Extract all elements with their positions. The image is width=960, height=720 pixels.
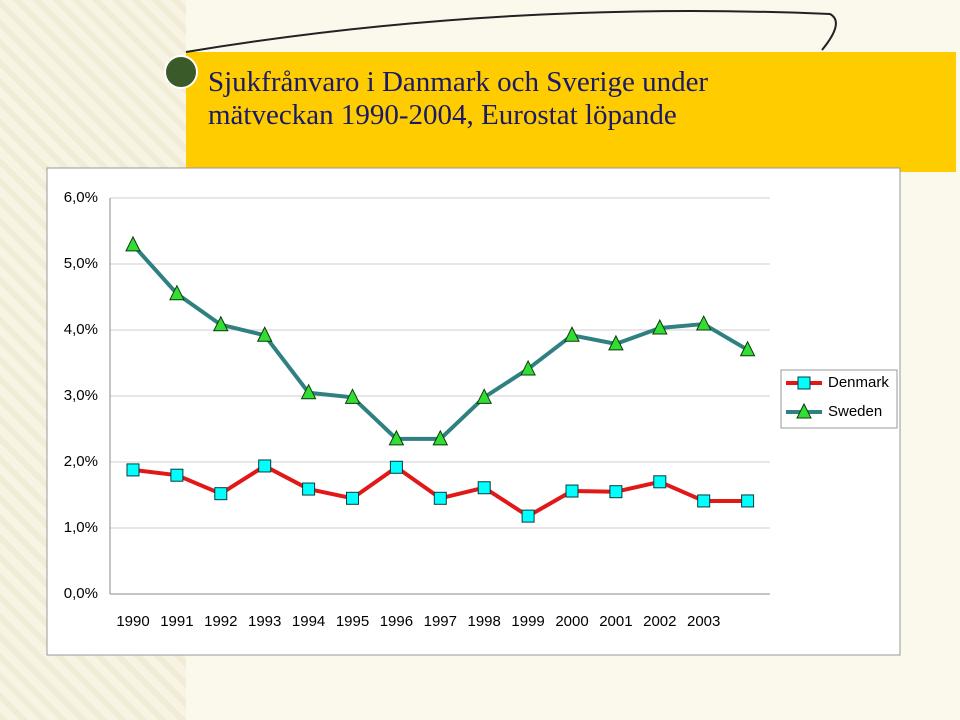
x-tick-label: 1997: [424, 613, 457, 630]
x-tick-label: 2003: [687, 613, 720, 630]
y-tick-label: 4,0%: [64, 321, 98, 338]
y-tick-label: 3,0%: [64, 387, 98, 404]
point: [346, 491, 359, 505]
point: [302, 482, 316, 496]
point: [520, 359, 536, 376]
point: [564, 326, 580, 342]
point: [258, 459, 272, 473]
point: [651, 318, 668, 335]
y-tick-label: 1,0%: [64, 519, 98, 536]
x-tick-label: 1991: [160, 613, 193, 630]
point: [609, 485, 623, 499]
x-tick-label: 1995: [336, 613, 369, 630]
point: [477, 481, 491, 495]
title-box: [186, 52, 956, 172]
point: [653, 475, 667, 489]
x-tick-label: 1990: [116, 613, 149, 630]
point: [125, 235, 141, 252]
point: [169, 284, 185, 301]
point: [126, 463, 140, 477]
legend-label: Sweden: [828, 403, 882, 420]
chart-area: [46, 167, 901, 656]
point: [608, 334, 624, 351]
point: [389, 460, 403, 474]
point: [432, 429, 449, 446]
y-tick-label: 0,0%: [64, 585, 98, 602]
x-tick-label: 2001: [599, 613, 632, 630]
x-tick-label: 2002: [643, 613, 676, 630]
point: [476, 388, 493, 404]
point: [300, 383, 317, 400]
point: [212, 315, 229, 332]
point: [739, 340, 756, 357]
point: [214, 487, 228, 501]
x-tick-label: 1993: [248, 613, 281, 630]
point: [256, 326, 273, 342]
x-tick-label: 2000: [555, 613, 588, 630]
y-tick-label: 6,0%: [64, 189, 98, 206]
point: [344, 388, 361, 404]
x-tick-label: 1999: [511, 613, 544, 630]
legend-label: Denmark: [828, 374, 889, 391]
chart-title: Sjukfrånvaro i Danmark och Sverige under…: [208, 66, 709, 131]
point: [521, 509, 535, 523]
decor-curve: [185, 10, 837, 53]
point: [697, 494, 711, 508]
x-tick-label: 1998: [468, 613, 501, 630]
point: [741, 494, 755, 508]
x-tick-label: 1994: [292, 613, 325, 630]
point: [695, 314, 712, 331]
y-tick-label: 2,0%: [64, 453, 98, 470]
bullet-icon: [164, 55, 198, 89]
y-tick-label: 5,0%: [64, 255, 98, 272]
legend-marker: [797, 376, 811, 390]
x-tick-label: 1992: [204, 613, 237, 630]
point: [565, 484, 579, 498]
x-tick-label: 1996: [380, 613, 413, 630]
point: [388, 429, 405, 446]
point: [170, 468, 184, 482]
legend-marker: [796, 402, 812, 419]
point: [433, 491, 447, 505]
